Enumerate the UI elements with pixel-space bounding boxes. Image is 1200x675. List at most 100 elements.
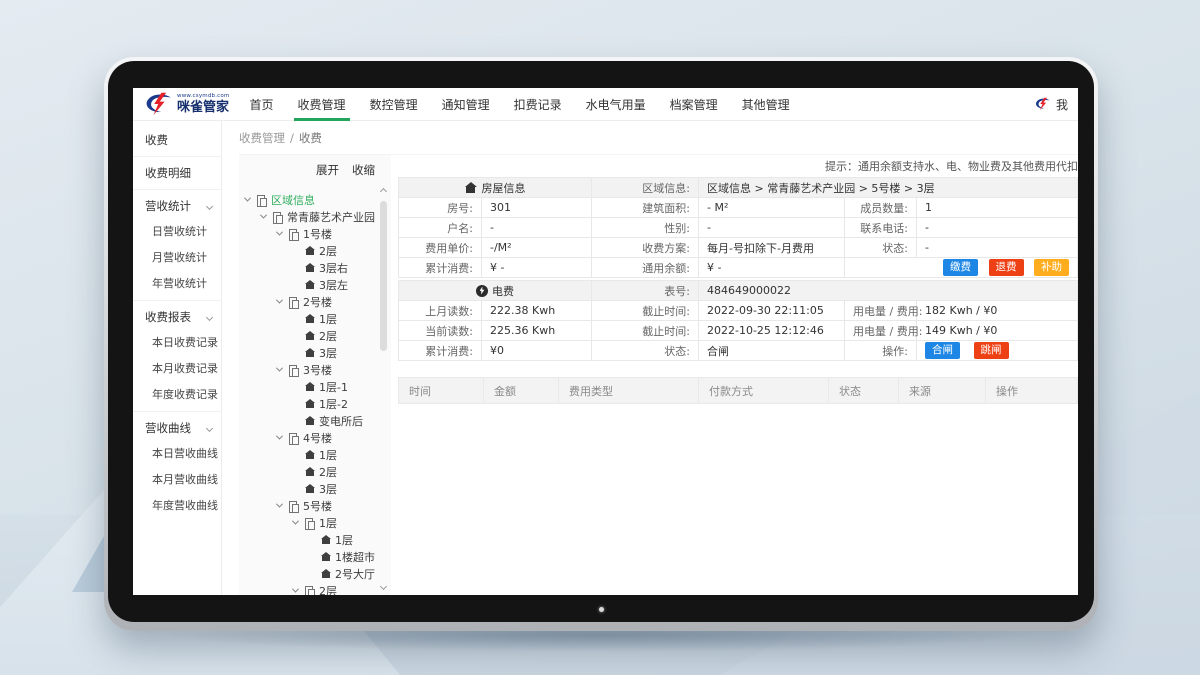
chevron-down-icon[interactable] — [275, 296, 284, 304]
sidebar-item-today-fee-records[interactable]: 本日收费记录 — [133, 330, 221, 356]
building-icon — [289, 296, 299, 309]
sidebar-item-fee-details[interactable]: 收费明细 — [133, 160, 221, 186]
nav-item-archives[interactable]: 档案管理 — [669, 97, 718, 112]
tree-node[interactable]: 3层 — [239, 480, 391, 497]
scrollbar-thumb[interactable] — [380, 201, 387, 351]
sidebar-item-month-fee-records[interactable]: 本月收费记录 — [133, 356, 221, 382]
building-icon — [257, 194, 267, 207]
sidebar-item-year-curve[interactable]: 年度营收曲线 — [133, 493, 221, 519]
tree-node[interactable]: 1层 — [239, 514, 391, 531]
field-label: 用电量 / 费用: — [844, 320, 922, 341]
refund-button[interactable]: 退费 — [988, 259, 1024, 276]
subsidy-button[interactable]: 补助 — [1034, 259, 1069, 276]
tree-node[interactable]: 1层-1 — [239, 378, 391, 395]
tree-node[interactable]: 2层 — [239, 463, 391, 480]
chevron-down-icon[interactable] — [291, 517, 300, 525]
house-icon — [305, 466, 315, 477]
tree-node[interactable]: 2号楼 — [239, 293, 391, 310]
chevron-down-icon[interactable] — [259, 211, 268, 219]
nav-item-home[interactable]: 首页 — [249, 97, 274, 112]
sidebar-item-month-curve[interactable]: 本月营收曲线 — [133, 467, 221, 493]
scroll-up-icon[interactable] — [379, 187, 388, 196]
collapse-all-button[interactable]: 收缩 — [352, 163, 375, 177]
chevron-down-icon[interactable] — [291, 585, 300, 593]
tree-node[interactable]: 1层 — [239, 310, 391, 327]
building-icon — [289, 432, 299, 445]
tree-node[interactable]: 2号大厅 — [239, 565, 391, 582]
sidebar-group-revenue-stats[interactable]: 营收统计 — [133, 193, 221, 219]
tree-node[interactable]: 区域信息 — [239, 191, 391, 208]
sidebar-group-fee-reports[interactable]: 收费报表 — [133, 304, 221, 330]
sidebar-item-daily-revenue[interactable]: 日营收统计 — [133, 219, 221, 245]
meter-label: 表号: — [591, 280, 699, 301]
tree-node-label: 2号楼 — [303, 295, 332, 309]
tree-node[interactable]: 常青藤艺术产业园 — [239, 208, 391, 225]
house-icon — [305, 279, 315, 290]
app-logo[interactable]: www.csymdb.com 咪雀管家 — [143, 92, 230, 116]
last-month-reading: 222.38 Kwh — [481, 300, 592, 321]
field-label: 用电量 / 费用: — [844, 300, 922, 321]
sidebar-item-monthly-revenue[interactable]: 月营收统计 — [133, 245, 221, 271]
tree-node[interactable]: 1楼超市 — [239, 548, 391, 565]
nav-item-utilities-usage[interactable]: 水电气用量 — [585, 97, 646, 112]
scroll-down-icon[interactable] — [379, 582, 388, 591]
sidebar-item-label: 月营收统计 — [152, 251, 207, 264]
field-label: 户名: — [398, 217, 482, 238]
trip-switch-button[interactable]: 跳闸 — [973, 342, 1009, 359]
sidebar-item-year-fee-records[interactable]: 年度收费记录 — [133, 382, 221, 408]
tree-node[interactable]: 变电所后 — [239, 412, 391, 429]
user-label: 我 — [1055, 97, 1068, 112]
tree-node[interactable]: 3层 — [239, 344, 391, 361]
tree-node[interactable]: 2层 — [239, 242, 391, 259]
sidebar-item-yearly-revenue[interactable]: 年营收统计 — [133, 271, 221, 297]
tree-node[interactable]: 3号楼 — [239, 361, 391, 378]
room-number-value: 301 — [481, 197, 592, 218]
tree-node-label: 5号楼 — [303, 499, 332, 513]
nav-item-deduction-records[interactable]: 扣费记录 — [513, 97, 562, 112]
logo-url: www.csymdb.com — [177, 93, 230, 100]
tree-node[interactable]: 1层 — [239, 446, 391, 463]
sidebar-item-label: 营收统计 — [145, 199, 191, 213]
sidebar-item-today-curve[interactable]: 本日营收曲线 — [133, 441, 221, 467]
pay-button[interactable]: 缴费 — [943, 259, 978, 276]
transactions-header-row: 时间 金额 费用类型 付款方式 状态 来源 操作 — [398, 377, 1078, 404]
chevron-down-icon[interactable] — [243, 194, 252, 202]
house-icon — [321, 568, 331, 579]
breadcrumb-section[interactable]: 收费管理 — [239, 130, 285, 145]
tree-node-label: 2层 — [319, 329, 337, 343]
nav-item-fee-management[interactable]: 收费管理 — [293, 88, 350, 121]
transactions-table: 时间 金额 费用类型 付款方式 状态 来源 操作 — [398, 377, 1078, 404]
tree-node[interactable]: 5号楼 — [239, 497, 391, 514]
expand-all-button[interactable]: 展开 — [316, 163, 339, 177]
tree-node[interactable]: 1号楼 — [239, 225, 391, 242]
chevron-down-icon[interactable] — [275, 364, 284, 372]
tree-node[interactable]: 1层 — [239, 531, 391, 548]
tree-node[interactable]: 2层 — [239, 582, 391, 595]
breadcrumb-current: 收费 — [298, 130, 322, 145]
last-reading-time: 2022-09-30 22:11:05 — [698, 300, 845, 321]
chevron-down-icon[interactable] — [275, 500, 284, 508]
logo-text: www.csymdb.com 咪雀管家 — [177, 94, 230, 114]
tree-scrollbar[interactable] — [379, 187, 388, 591]
tree-node-label: 1号楼 — [303, 227, 332, 241]
user-menu[interactable]: 我 — [1034, 96, 1068, 113]
chevron-down-icon[interactable] — [275, 432, 284, 440]
nav-item-other[interactable]: 其他管理 — [741, 97, 790, 112]
tree-node[interactable]: 3层左 — [239, 276, 391, 293]
tree-node[interactable]: 1层-2 — [239, 395, 391, 412]
chevron-down-icon[interactable] — [275, 228, 284, 236]
nav-item-data-control[interactable]: 数控管理 — [369, 97, 418, 112]
field-label: 成员数量: — [844, 197, 917, 218]
house-icon — [321, 534, 331, 545]
sidebar-item-fee[interactable]: 收费 — [133, 127, 221, 153]
tree-node[interactable]: 3层右 — [239, 259, 391, 276]
gender-value: - — [698, 217, 845, 238]
nav-item-notification[interactable]: 通知管理 — [441, 97, 490, 112]
unit-price-value: -/M² — [481, 237, 592, 258]
meter-number: 484649000022 — [698, 280, 1078, 301]
close-switch-button[interactable]: 合闸 — [925, 342, 960, 359]
tree-node[interactable]: 2层 — [239, 327, 391, 344]
sidebar-group-revenue-curves[interactable]: 营收曲线 — [133, 415, 221, 441]
tree-node[interactable]: 4号楼 — [239, 429, 391, 446]
sidebar-item-label: 收费报表 — [145, 310, 191, 324]
